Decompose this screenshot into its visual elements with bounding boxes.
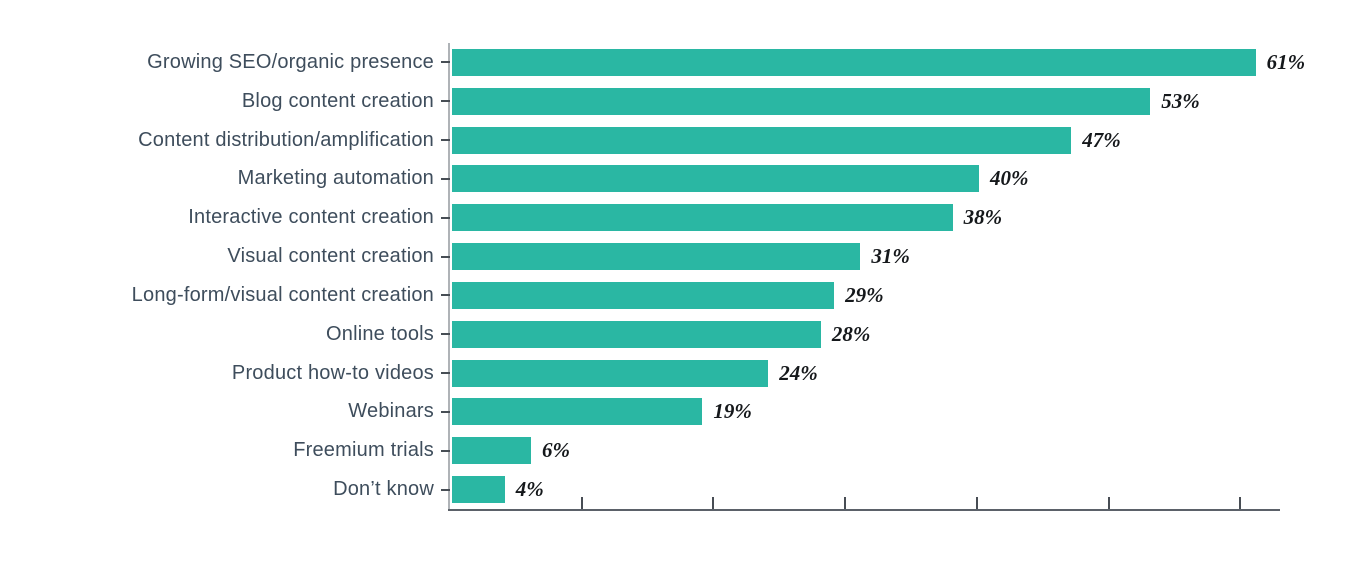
x-axis-line xyxy=(448,509,1280,511)
bar-row: Freemium trials 6% xyxy=(0,431,1366,470)
bar xyxy=(452,281,835,309)
bar xyxy=(452,48,1256,76)
bar xyxy=(452,204,953,232)
y-axis-tick xyxy=(441,139,450,142)
y-axis-tick xyxy=(441,410,450,413)
category-label: Content distribution/amplification xyxy=(138,128,434,151)
category-label: Visual content creation xyxy=(227,245,434,268)
x-axis-tick xyxy=(712,497,715,509)
x-axis-tick xyxy=(975,497,978,509)
category-label: Product how-to videos xyxy=(231,361,434,384)
bar-row: Online tools 28% xyxy=(0,315,1366,354)
value-label: 61% xyxy=(1266,49,1306,74)
y-axis-tick xyxy=(441,333,450,336)
value-label: 53% xyxy=(1161,88,1200,113)
category-label: Growing SEO/organic presence xyxy=(147,50,434,73)
bar-row: Growing SEO/organic presence 61% xyxy=(0,43,1366,82)
category-label: Long-form/visual content creation xyxy=(131,283,434,306)
bar xyxy=(452,320,821,348)
bar xyxy=(452,437,532,465)
category-label: Online tools xyxy=(325,322,434,345)
bar-row: Long-form/visual content creation 29% xyxy=(0,276,1366,315)
value-label: 4% xyxy=(515,477,544,502)
value-label: 6% xyxy=(542,438,571,463)
value-label: 40% xyxy=(989,166,1029,191)
bar-row: Product how-to videos 24% xyxy=(0,354,1366,393)
value-label: 28% xyxy=(831,321,871,346)
x-axis-tick xyxy=(580,497,583,509)
y-axis-tick xyxy=(441,372,450,375)
bar xyxy=(452,165,979,193)
category-label: Don’t know xyxy=(333,478,434,501)
bar-row: Blog content creation 53% xyxy=(0,82,1366,121)
y-axis-tick xyxy=(441,216,450,219)
bar-row: Visual content creation 31% xyxy=(0,237,1366,276)
value-label: 19% xyxy=(713,399,752,424)
bar xyxy=(452,126,1072,154)
bar xyxy=(452,476,505,504)
bar-row: Marketing automation 40% xyxy=(0,160,1366,199)
value-label: 24% xyxy=(779,360,818,385)
x-axis-tick xyxy=(1239,497,1242,509)
value-label: 31% xyxy=(871,244,910,269)
value-label: 38% xyxy=(963,205,1003,230)
bar xyxy=(452,398,703,426)
bar xyxy=(452,243,861,271)
y-axis-tick xyxy=(441,488,450,491)
bar-row: Content distribution/amplification 47% xyxy=(0,121,1366,160)
x-axis-tick xyxy=(1107,497,1110,509)
y-axis-tick xyxy=(441,100,450,103)
bar-row: Don’t know 4% xyxy=(0,470,1366,509)
bar xyxy=(452,359,769,387)
y-axis-tick xyxy=(441,255,450,258)
category-label: Marketing automation xyxy=(237,167,434,190)
category-label: Webinars xyxy=(348,400,434,423)
category-label: Interactive content creation xyxy=(188,206,434,229)
value-label: 29% xyxy=(845,282,884,307)
y-axis-tick xyxy=(441,449,450,452)
category-label: Blog content creation xyxy=(241,89,434,112)
y-axis-tick xyxy=(441,177,450,180)
y-axis-tick xyxy=(441,61,450,64)
category-label: Freemium trials xyxy=(293,439,434,462)
value-label: 47% xyxy=(1082,127,1121,152)
bar-row: Interactive content creation 38% xyxy=(0,198,1366,237)
y-axis-line xyxy=(448,43,450,509)
x-axis-tick xyxy=(844,497,847,509)
bar xyxy=(452,87,1151,115)
bar-row: Webinars 19% xyxy=(0,393,1366,432)
y-axis-tick xyxy=(441,294,450,297)
